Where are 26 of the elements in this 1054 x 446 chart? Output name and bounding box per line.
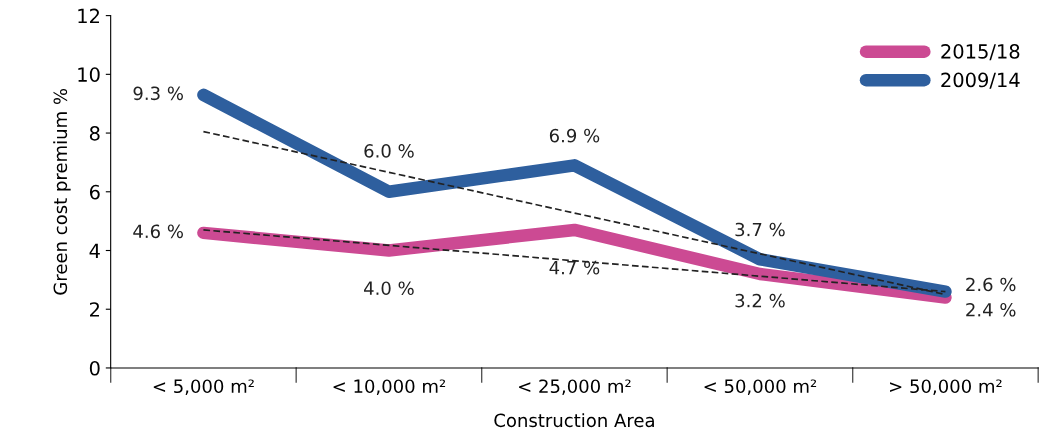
data-label: 2.4 % [966, 302, 1016, 317]
y-tick-label: 4 [89, 243, 100, 258]
y-axis-title: Green cost premium % [53, 88, 71, 295]
data-label: 4.6 % [133, 224, 183, 239]
y-tick-label: 10 [78, 67, 100, 82]
y-tick-label: 8 [89, 126, 100, 141]
x-axis-title: Construction Area [494, 413, 654, 428]
x-tick-label: < 25,000 m² [519, 379, 631, 395]
data-label: 6.9 % [549, 128, 600, 143]
data-label: 3.2 % [735, 293, 785, 308]
x-tick-label: < 5,000 m² [153, 379, 254, 395]
y-tick-label: 12 [78, 8, 99, 23]
y-tick-label: 6 [89, 184, 100, 200]
y-tick-label: 2 [90, 302, 99, 317]
data-label: 2.6 % [966, 277, 1016, 292]
legend-label: 2015/18 [941, 44, 1020, 61]
y-tick-label: 0 [89, 360, 100, 376]
data-label: 6.0 % [364, 144, 414, 158]
data-label: 3.7 % [735, 222, 785, 237]
data-label: 4.0 % [364, 281, 414, 296]
legend-label: 2009/14 [941, 72, 1020, 89]
x-tick-label: < 50,000 m² [704, 379, 817, 395]
data-label: 4.7 % [549, 260, 600, 275]
x-tick-label: < 10,000 m² [333, 379, 446, 395]
x-tick-label: > 50,000 m² [890, 379, 1002, 395]
data-label: 9.3 % [133, 86, 183, 101]
